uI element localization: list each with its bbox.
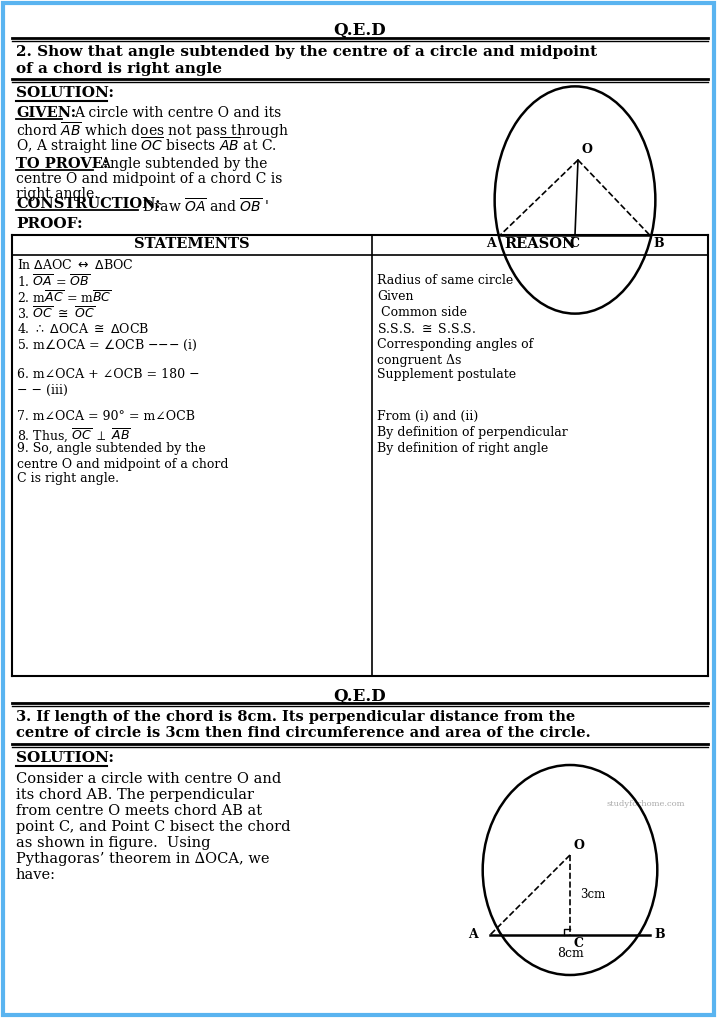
- Text: 3. If length of the chord is 8cm. Its perpendicular distance from the: 3. If length of the chord is 8cm. Its pe…: [16, 710, 575, 724]
- Text: Common side: Common side: [377, 306, 467, 319]
- Text: GIVEN:: GIVEN:: [16, 106, 76, 120]
- Text: A: A: [468, 928, 478, 942]
- Text: Supplement postulate: Supplement postulate: [377, 367, 516, 381]
- Text: 7. m∠OCA = 90° = m∠OCB: 7. m∠OCA = 90° = m∠OCB: [17, 410, 195, 423]
- Text: B: B: [654, 928, 665, 942]
- Text: 6. m∠OCA + ∠OCB = 180 −: 6. m∠OCA + ∠OCB = 180 −: [17, 367, 199, 381]
- Text: 9. So, angle subtended by the: 9. So, angle subtended by the: [17, 442, 206, 455]
- Text: From (i) and (ii): From (i) and (ii): [377, 410, 478, 423]
- Text: 5. m$\angle$OCA = $\angle$OCB $-$$-$$-$ (i): 5. m$\angle$OCA = $\angle$OCB $-$$-$$-$ …: [17, 338, 197, 353]
- Text: O, A straight line $\overline{OC}$ bisects $\overline{AB}$ at C.: O, A straight line $\overline{OC}$ bisec…: [16, 136, 276, 157]
- Text: C: C: [573, 937, 583, 950]
- Text: In $\Delta$AOC $\leftrightarrow$ $\Delta$BOC: In $\Delta$AOC $\leftrightarrow$ $\Delta…: [17, 258, 133, 272]
- Text: chord $\overline{AB}$ which does not pass through: chord $\overline{AB}$ which does not pas…: [16, 121, 289, 142]
- Text: S.S.S. $\cong$ S.S.S.: S.S.S. $\cong$ S.S.S.: [377, 322, 477, 336]
- Text: 2. Show that angle subtended by the centre of a circle and midpoint: 2. Show that angle subtended by the cent…: [16, 45, 597, 59]
- Text: as shown in figure.  Using: as shown in figure. Using: [16, 836, 210, 850]
- Text: centre O and midpoint of a chord: centre O and midpoint of a chord: [17, 458, 228, 471]
- Text: Q.E.D: Q.E.D: [333, 688, 387, 705]
- Text: its chord AB. The perpendicular: its chord AB. The perpendicular: [16, 788, 254, 802]
- Text: Consider a circle with centre O and: Consider a circle with centre O and: [16, 772, 282, 786]
- Text: Draw $\overline{OA}$ and $\overline{OB}$ ': Draw $\overline{OA}$ and $\overline{OB}$…: [142, 197, 269, 215]
- Text: 8. Thus, $\overline{OC}$ $\perp$ $\overline{AB}$: 8. Thus, $\overline{OC}$ $\perp$ $\overl…: [17, 426, 131, 444]
- Text: Given: Given: [377, 290, 413, 303]
- Text: right angle.: right angle.: [16, 187, 99, 201]
- Text: Angle subtended by the: Angle subtended by the: [100, 157, 267, 171]
- Text: STATEMENTS: STATEMENTS: [134, 237, 250, 251]
- Text: − − (iii): − − (iii): [17, 384, 68, 397]
- Text: Corresponding angles of: Corresponding angles of: [377, 338, 534, 351]
- Text: 1. $\overline{OA}$ = $\overline{OB}$: 1. $\overline{OA}$ = $\overline{OB}$: [17, 274, 90, 290]
- Text: from centre O meets chord AB at: from centre O meets chord AB at: [16, 804, 262, 818]
- Text: 3cm: 3cm: [580, 889, 606, 902]
- Text: studyforhome.com: studyforhome.com: [606, 800, 685, 808]
- Text: 4. $\therefore$ $\Delta$OCA $\cong$ $\Delta$OCB: 4. $\therefore$ $\Delta$OCA $\cong$ $\De…: [17, 322, 149, 336]
- Text: TO PROVE:: TO PROVE:: [16, 157, 109, 171]
- Text: CONSTRUCTION:: CONSTRUCTION:: [16, 197, 161, 211]
- Text: O: O: [573, 839, 584, 852]
- Text: By definition of right angle: By definition of right angle: [377, 442, 548, 455]
- Text: centre of circle is 3cm then find circumference and area of the circle.: centre of circle is 3cm then find circum…: [16, 726, 590, 740]
- Text: By definition of perpendicular: By definition of perpendicular: [377, 426, 568, 439]
- Text: PROOF:: PROOF:: [16, 217, 83, 231]
- Text: SOLUTION:: SOLUTION:: [16, 751, 114, 765]
- Text: of a chord is right angle: of a chord is right angle: [16, 62, 222, 76]
- Text: Pythagoras’ theorem in ∆OCA, we: Pythagoras’ theorem in ∆OCA, we: [16, 852, 269, 866]
- Text: A circle with centre O and its: A circle with centre O and its: [74, 106, 282, 120]
- Text: 8cm: 8cm: [557, 947, 583, 960]
- Text: centre O and midpoint of a chord C is: centre O and midpoint of a chord C is: [16, 172, 282, 186]
- Text: SOLUTION:: SOLUTION:: [16, 86, 114, 100]
- Text: have:: have:: [16, 868, 56, 882]
- Text: Q.E.D: Q.E.D: [333, 22, 387, 39]
- Text: Radius of same circle: Radius of same circle: [377, 274, 513, 287]
- Text: O: O: [581, 143, 592, 156]
- Text: 2. m$\overline{AC}$ = m$\overline{BC}$: 2. m$\overline{AC}$ = m$\overline{BC}$: [17, 290, 112, 306]
- Text: C: C: [570, 236, 580, 249]
- Text: A: A: [486, 236, 495, 249]
- Text: C is right angle.: C is right angle.: [17, 472, 119, 485]
- Text: B: B: [653, 236, 664, 249]
- Text: point C, and Point C bisect the chord: point C, and Point C bisect the chord: [16, 821, 290, 834]
- Text: congruent Δs: congruent Δs: [377, 354, 462, 367]
- Text: REASON: REASON: [504, 237, 576, 251]
- Text: 3. $\overline{OC}$ $\cong$ $\overline{OC}$: 3. $\overline{OC}$ $\cong$ $\overline{OC…: [17, 306, 95, 322]
